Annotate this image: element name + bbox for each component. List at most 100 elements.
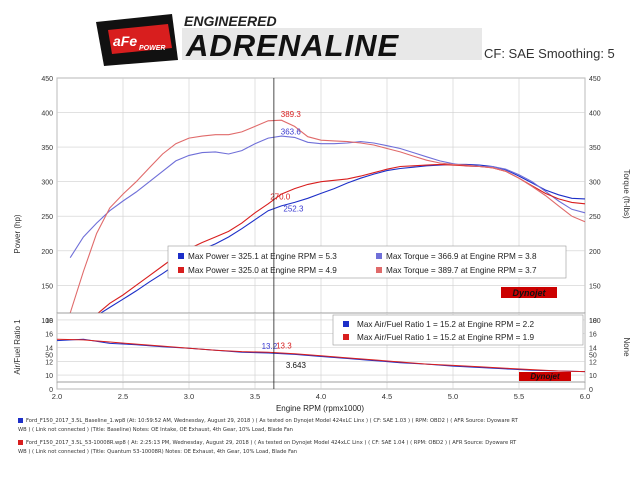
footer-run1-line1: Ford_F150_2017_3.5L_Baseline_1.wp8 (At: … (26, 418, 518, 424)
dynojet-watermark-text: Dynojet (530, 372, 560, 381)
run1-swatch (18, 418, 23, 423)
afr-tick-right: 16 (589, 332, 597, 339)
settings-text: CF: SAE Smoothing: 5 (484, 46, 615, 61)
footer-run1: Ford_F150_2017_3.5L_Baseline_1.wp8 (At: … (18, 418, 518, 424)
legend-box (332, 314, 584, 346)
legend-swatch (376, 267, 382, 273)
y-axis-left-label: Power (hp) (13, 214, 22, 253)
x-tick: 4.5 (382, 392, 392, 401)
legend-entry: Max Power = 325.0 at Engine RPM = 4.9 (188, 266, 337, 275)
y-tick-left: 200 (41, 249, 53, 256)
afr-tick-right: 14 (589, 346, 597, 353)
y-tick-left: 50 (45, 352, 53, 359)
y-tick-right: 50 (589, 352, 597, 359)
rpm-cursor-label: 3.643 (286, 361, 307, 370)
legend-entry: Max Torque = 389.7 at Engine RPM = 3.7 (386, 266, 537, 275)
footer-run1-b: WB ) ( Link not connected ) (Title: Base… (18, 427, 293, 433)
legend-swatch (178, 253, 184, 259)
legend-swatch (376, 253, 382, 259)
legend-entry: Max Power = 325.1 at Engine RPM = 5.3 (188, 252, 337, 261)
top-plot-legend: Max Power = 325.1 at Engine RPM = 5.3 Max… (167, 245, 567, 279)
y-tick-right: 400 (589, 111, 601, 118)
x-tick: 2.5 (118, 392, 128, 401)
brand-main-text: ADRENALINE (185, 28, 400, 63)
bottom-plot-lines (56, 338, 586, 373)
y-tick-left: 400 (41, 111, 53, 118)
legend-swatch (343, 321, 349, 327)
afr-tick-right: 18 (589, 318, 597, 325)
afr-plot: 10 10 12 12 14 14 16 16 18 18 13.313.2 Air/Fuel R… (13, 312, 631, 383)
y-tick-right: 100 (589, 318, 601, 325)
x-axis-ticks: 2.0 2.5 3.0 3.5 4.0 4.5 5.0 5.5 6.0 (52, 392, 590, 401)
run2_afr-line (56, 338, 586, 373)
x-tick: 6.0 (580, 392, 590, 401)
x-tick: 3.5 (250, 392, 260, 401)
x-tick: 4.0 (316, 392, 326, 401)
y-tick-right: 250 (589, 214, 601, 221)
afe-logo-sub: POWER (139, 45, 165, 52)
x-axis-label: Engine RPM (rpmx1000) (276, 404, 364, 413)
afe-logo-text: aFe (113, 33, 137, 49)
run1_torque-line (69, 135, 586, 258)
y-tick-right: 200 (589, 249, 601, 256)
afr-tick-left: 18 (45, 318, 53, 325)
y-tick-right: 0 (589, 387, 593, 394)
y-tick-right: 450 (589, 76, 601, 83)
legend-entry: Max Torque = 366.9 at Engine RPM = 3.8 (386, 252, 537, 261)
top-plot-ticks: 0 0 50 50 100 100 150 150 200 200 250 250 300 300 350 3… (41, 76, 600, 394)
footer-run2: Ford_F150_2017_3.5L_53-10008R.wp8 ( At: … (18, 440, 516, 446)
afr-tick-left: 10 (45, 373, 53, 380)
value-label: 13.3 (276, 341, 292, 350)
x-tick: 5.0 (448, 392, 458, 401)
afr-tick-right: 10 (589, 373, 597, 380)
x-tick: 2.0 (52, 392, 62, 401)
y-tick-left: 100 (41, 318, 53, 325)
y-tick-right: 150 (589, 283, 601, 290)
dynojet-watermark-bottom: Dynojet (519, 372, 571, 381)
legend-entry: Max Air/Fuel Ratio 1 = 15.2 at Engine RP… (357, 320, 534, 329)
brand-banner (182, 28, 482, 60)
dynojet-watermark-top: Dynojet (501, 287, 557, 298)
afr-tick-left: 16 (45, 332, 53, 339)
y-tick-left: 250 (41, 214, 53, 221)
y-tick-right: 350 (589, 145, 601, 152)
top-plot-lines (56, 119, 586, 362)
legend-swatch (343, 334, 349, 340)
footer-run1-line2: WB ) ( Link not connected ) (Title: Base… (18, 427, 293, 433)
value-label: 252.3 (283, 205, 304, 214)
y-tick-left: 150 (41, 283, 53, 290)
dynojet-watermark-text: Dynojet (512, 288, 546, 298)
bottom-plot-legend: Max Air/Fuel Ratio 1 = 15.2 at Engine RP… (332, 314, 584, 346)
afr-axis-left-label: Air/Fuel Ratio 1 (13, 319, 22, 375)
value-label: 13.2 (262, 342, 278, 351)
top-plot-value-labels: 389.3 363.6 270.0 252.3 (270, 110, 304, 214)
y-tick-right: 300 (589, 180, 601, 187)
run1_afr-line (56, 338, 586, 373)
value-label: 270.0 (270, 192, 291, 201)
y-tick-left: 0 (49, 387, 53, 394)
bottom-plot-value-labels: 13.313.2 (262, 341, 293, 351)
value-label: 363.6 (281, 128, 302, 137)
run2_torque-line (56, 119, 586, 362)
footer-run2-b: WB ) ( Link not connected ) (Title: Quan… (18, 449, 297, 455)
brand-top-text: ENGINEERED (184, 13, 277, 29)
footer-run2-line1: Ford_F150_2017_3.5L_53-10008R.wp8 ( At: … (26, 440, 517, 446)
legend-swatch (178, 267, 184, 273)
afr-axis-right-label: None (622, 337, 631, 357)
afe-logo (96, 14, 178, 66)
y-axis-right-label: Torque (ft-lbs) (622, 169, 631, 219)
footer-run2-line2: WB ) ( Link not connected ) (Title: Quan… (18, 449, 298, 455)
legend-box (167, 245, 567, 279)
x-tick: 3.0 (184, 392, 194, 401)
legend-entry: Max Air/Fuel Ratio 1 = 15.2 at Engine RP… (357, 333, 534, 342)
x-tick: 5.5 (514, 392, 524, 401)
afr-tick-left: 14 (45, 346, 53, 353)
y-tick-left: 350 (41, 145, 53, 152)
y-tick-left: 450 (41, 76, 53, 83)
y-tick-left: 300 (41, 180, 53, 187)
run2-swatch (18, 440, 23, 445)
bottom-plot-ticks: 10 10 12 12 14 14 16 16 18 18 (45, 318, 597, 380)
afr-tick-right: 12 (589, 359, 597, 366)
afr-tick-left: 12 (45, 359, 53, 366)
